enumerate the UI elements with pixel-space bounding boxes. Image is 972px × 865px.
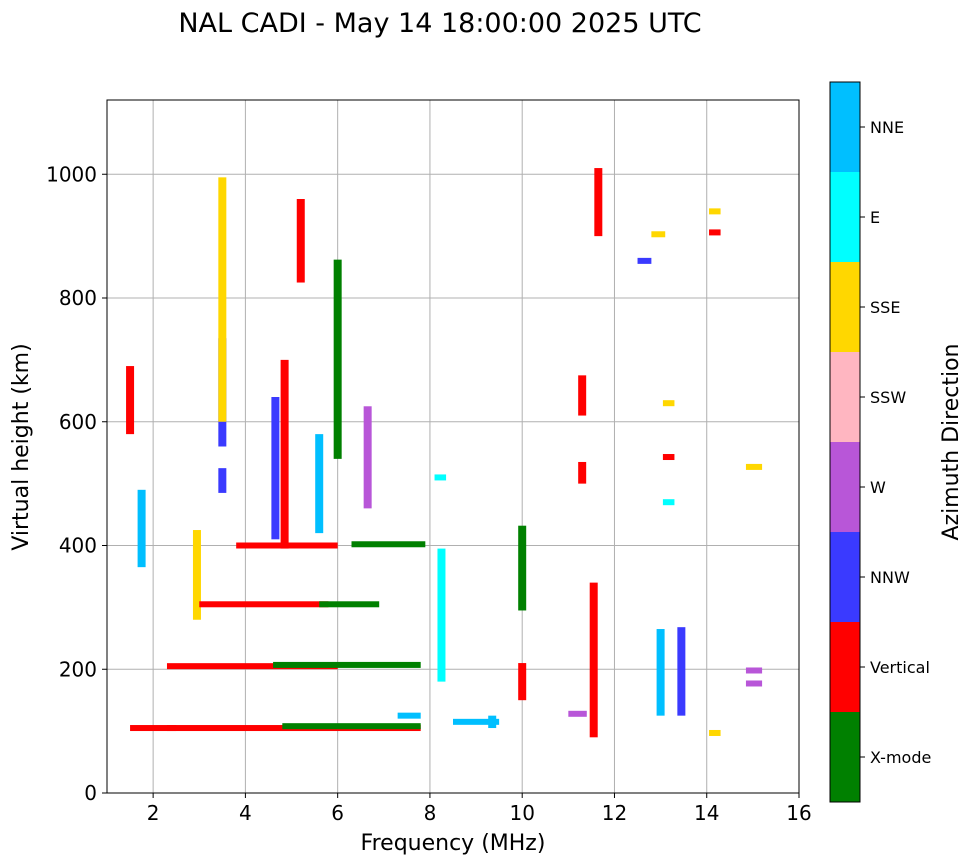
colorbar: X-mode Vertical NNW W SSW SSE E NNE	[829, 81, 931, 803]
colorbar-label: SSW	[870, 388, 906, 407]
echo-band	[709, 208, 721, 215]
x-axis-label: Frequency (MHz)	[361, 831, 546, 856]
echo-segment	[280, 359, 289, 549]
echo-band	[568, 710, 587, 717]
echo-segment	[363, 406, 372, 509]
echo-segment	[578, 461, 587, 484]
y-tick-label: 1000	[46, 162, 97, 186]
plot-area: 2 4 6 8 10 12 14 16 0 200 400 600 800 1000	[46, 99, 812, 825]
echo-segment	[656, 629, 665, 716]
plot-background	[107, 100, 799, 793]
x-tick-label: 8	[424, 801, 437, 825]
echo-segment	[594, 168, 603, 237]
colorbar-swatch	[830, 442, 860, 532]
echo-band	[434, 474, 447, 481]
colorbar-label: SSE	[870, 298, 900, 317]
echo-segment	[137, 489, 146, 568]
echo-segment	[333, 259, 342, 459]
echo-band	[637, 257, 652, 264]
y-axis-ticks: 0 200 400 600 800 1000	[46, 162, 107, 805]
echo-band	[745, 463, 763, 470]
echo-segment	[578, 375, 587, 416]
x-tick-label: 10	[509, 801, 534, 825]
chart-title: NAL CADI - May 14 18:00:00 2025 UTC	[178, 8, 701, 39]
echo-band	[166, 663, 338, 670]
echo-segment	[271, 397, 280, 540]
colorbar-label: W	[870, 478, 886, 497]
echo-segment	[296, 199, 305, 283]
echo-marks	[126, 168, 763, 738]
echo-band	[236, 542, 338, 549]
colorbar-swatch	[830, 262, 860, 352]
echo-band	[199, 601, 329, 608]
colorbar-label: X-mode	[870, 748, 931, 767]
colorbar-label: NNW	[870, 568, 910, 587]
plot-frame	[106, 99, 800, 794]
echo-band	[709, 729, 721, 736]
echo-band	[453, 718, 500, 725]
echo-segment	[518, 525, 527, 611]
y-axis-label: Virtual height (km)	[9, 343, 34, 550]
x-tick-label: 14	[694, 801, 719, 825]
echo-band	[351, 541, 426, 548]
echo-band	[662, 499, 675, 506]
y-tick-label: 600	[59, 410, 97, 434]
x-axis-ticks: 2 4 6 8 10 12 14 16	[147, 793, 812, 825]
echo-segment	[677, 627, 686, 716]
echo-band	[745, 680, 763, 687]
x-tick-label: 12	[602, 801, 627, 825]
x-tick-label: 2	[147, 801, 160, 825]
colorbar-swatch	[830, 622, 860, 712]
echo-band	[709, 229, 721, 236]
echo-band	[130, 725, 177, 732]
colorbar-label: E	[870, 208, 880, 227]
echo-band	[662, 454, 675, 461]
echo-band	[319, 601, 380, 608]
colorbar-label: NNE	[870, 118, 904, 137]
echo-segment	[518, 663, 527, 701]
x-tick-label: 4	[239, 801, 252, 825]
colorbar-swatch	[830, 352, 860, 442]
echo-segment	[218, 468, 227, 493]
colorbar-swatch	[830, 82, 860, 172]
colorbar-swatch	[830, 172, 860, 262]
y-tick-label: 0	[84, 781, 97, 805]
echo-segment	[315, 434, 324, 534]
y-tick-label: 800	[59, 286, 97, 310]
echo-band	[282, 723, 421, 730]
echo-band	[662, 400, 675, 407]
colorbar-swatch	[830, 712, 860, 802]
colorbar-swatch	[830, 532, 860, 622]
echo-segment	[126, 366, 135, 435]
colorbar-label: Vertical	[870, 658, 930, 677]
colorbar-title: Azimuth Direction	[939, 343, 964, 540]
echo-band	[651, 231, 666, 238]
echo-segment	[192, 530, 201, 620]
y-tick-label: 200	[59, 657, 97, 681]
x-tick-label: 16	[786, 801, 811, 825]
y-tick-label: 400	[59, 534, 97, 558]
echo-segment	[589, 582, 598, 738]
colorbar-frame	[829, 81, 861, 803]
echo-segment	[437, 548, 446, 682]
echo-band	[397, 712, 421, 719]
echo-segment	[218, 177, 227, 422]
echo-band	[745, 667, 763, 674]
x-tick-label: 6	[331, 801, 344, 825]
echo-band	[273, 661, 421, 668]
